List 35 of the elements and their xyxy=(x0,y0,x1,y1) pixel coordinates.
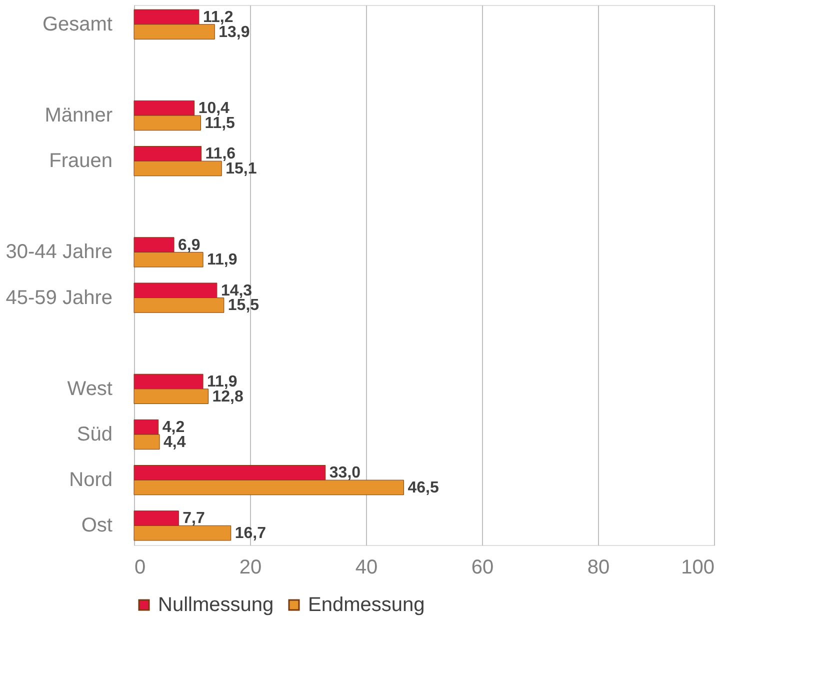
data-label: 7,7 xyxy=(182,510,206,528)
data-label: 11,5 xyxy=(204,114,236,132)
x-tick-label: 80 xyxy=(587,556,610,578)
data-label: 14,3 xyxy=(220,282,252,300)
y-tick-label: 30-44 Jahre xyxy=(6,241,112,264)
y-tick-label: Männer xyxy=(44,104,113,127)
data-label: 6,9 xyxy=(178,236,200,254)
x-tick-label: 20 xyxy=(239,556,262,578)
y-tick-label: Frauen xyxy=(49,150,112,172)
data-label: 11,6 xyxy=(205,146,236,163)
data-label: 10,4 xyxy=(198,100,230,118)
x-tick-label: 40 xyxy=(355,556,378,578)
y-tick-label: Nord xyxy=(69,469,112,492)
y-tick-label: Süd xyxy=(76,423,112,446)
y-tick-label: 45-59 Jahre xyxy=(6,286,112,309)
data-label: 12,8 xyxy=(212,388,244,406)
y-tick-label: West xyxy=(67,378,113,400)
legend-label: Nullmessung xyxy=(158,594,274,616)
x-tick-label: 100 xyxy=(681,556,714,578)
x-tick-label: 0 xyxy=(134,556,146,578)
x-tick-label: 60 xyxy=(471,556,494,578)
data-label: 4,4 xyxy=(164,434,186,451)
data-label: 13,9 xyxy=(218,24,250,41)
data-label: 46,5 xyxy=(408,479,439,496)
y-tick-label: Ost xyxy=(81,514,113,537)
data-label: 33,0 xyxy=(329,464,361,482)
data-label: 15,1 xyxy=(226,160,257,178)
data-label: 15,5 xyxy=(228,297,260,314)
data-label: 4,2 xyxy=(162,419,185,436)
data-label: 11,9 xyxy=(207,252,238,269)
data-label: 16,7 xyxy=(234,525,266,542)
y-tick-label: Gesamt xyxy=(42,13,113,36)
data-label: 11,2 xyxy=(202,8,234,26)
data-label: 11,9 xyxy=(207,374,238,391)
legend-label: Endmessung xyxy=(308,594,425,616)
